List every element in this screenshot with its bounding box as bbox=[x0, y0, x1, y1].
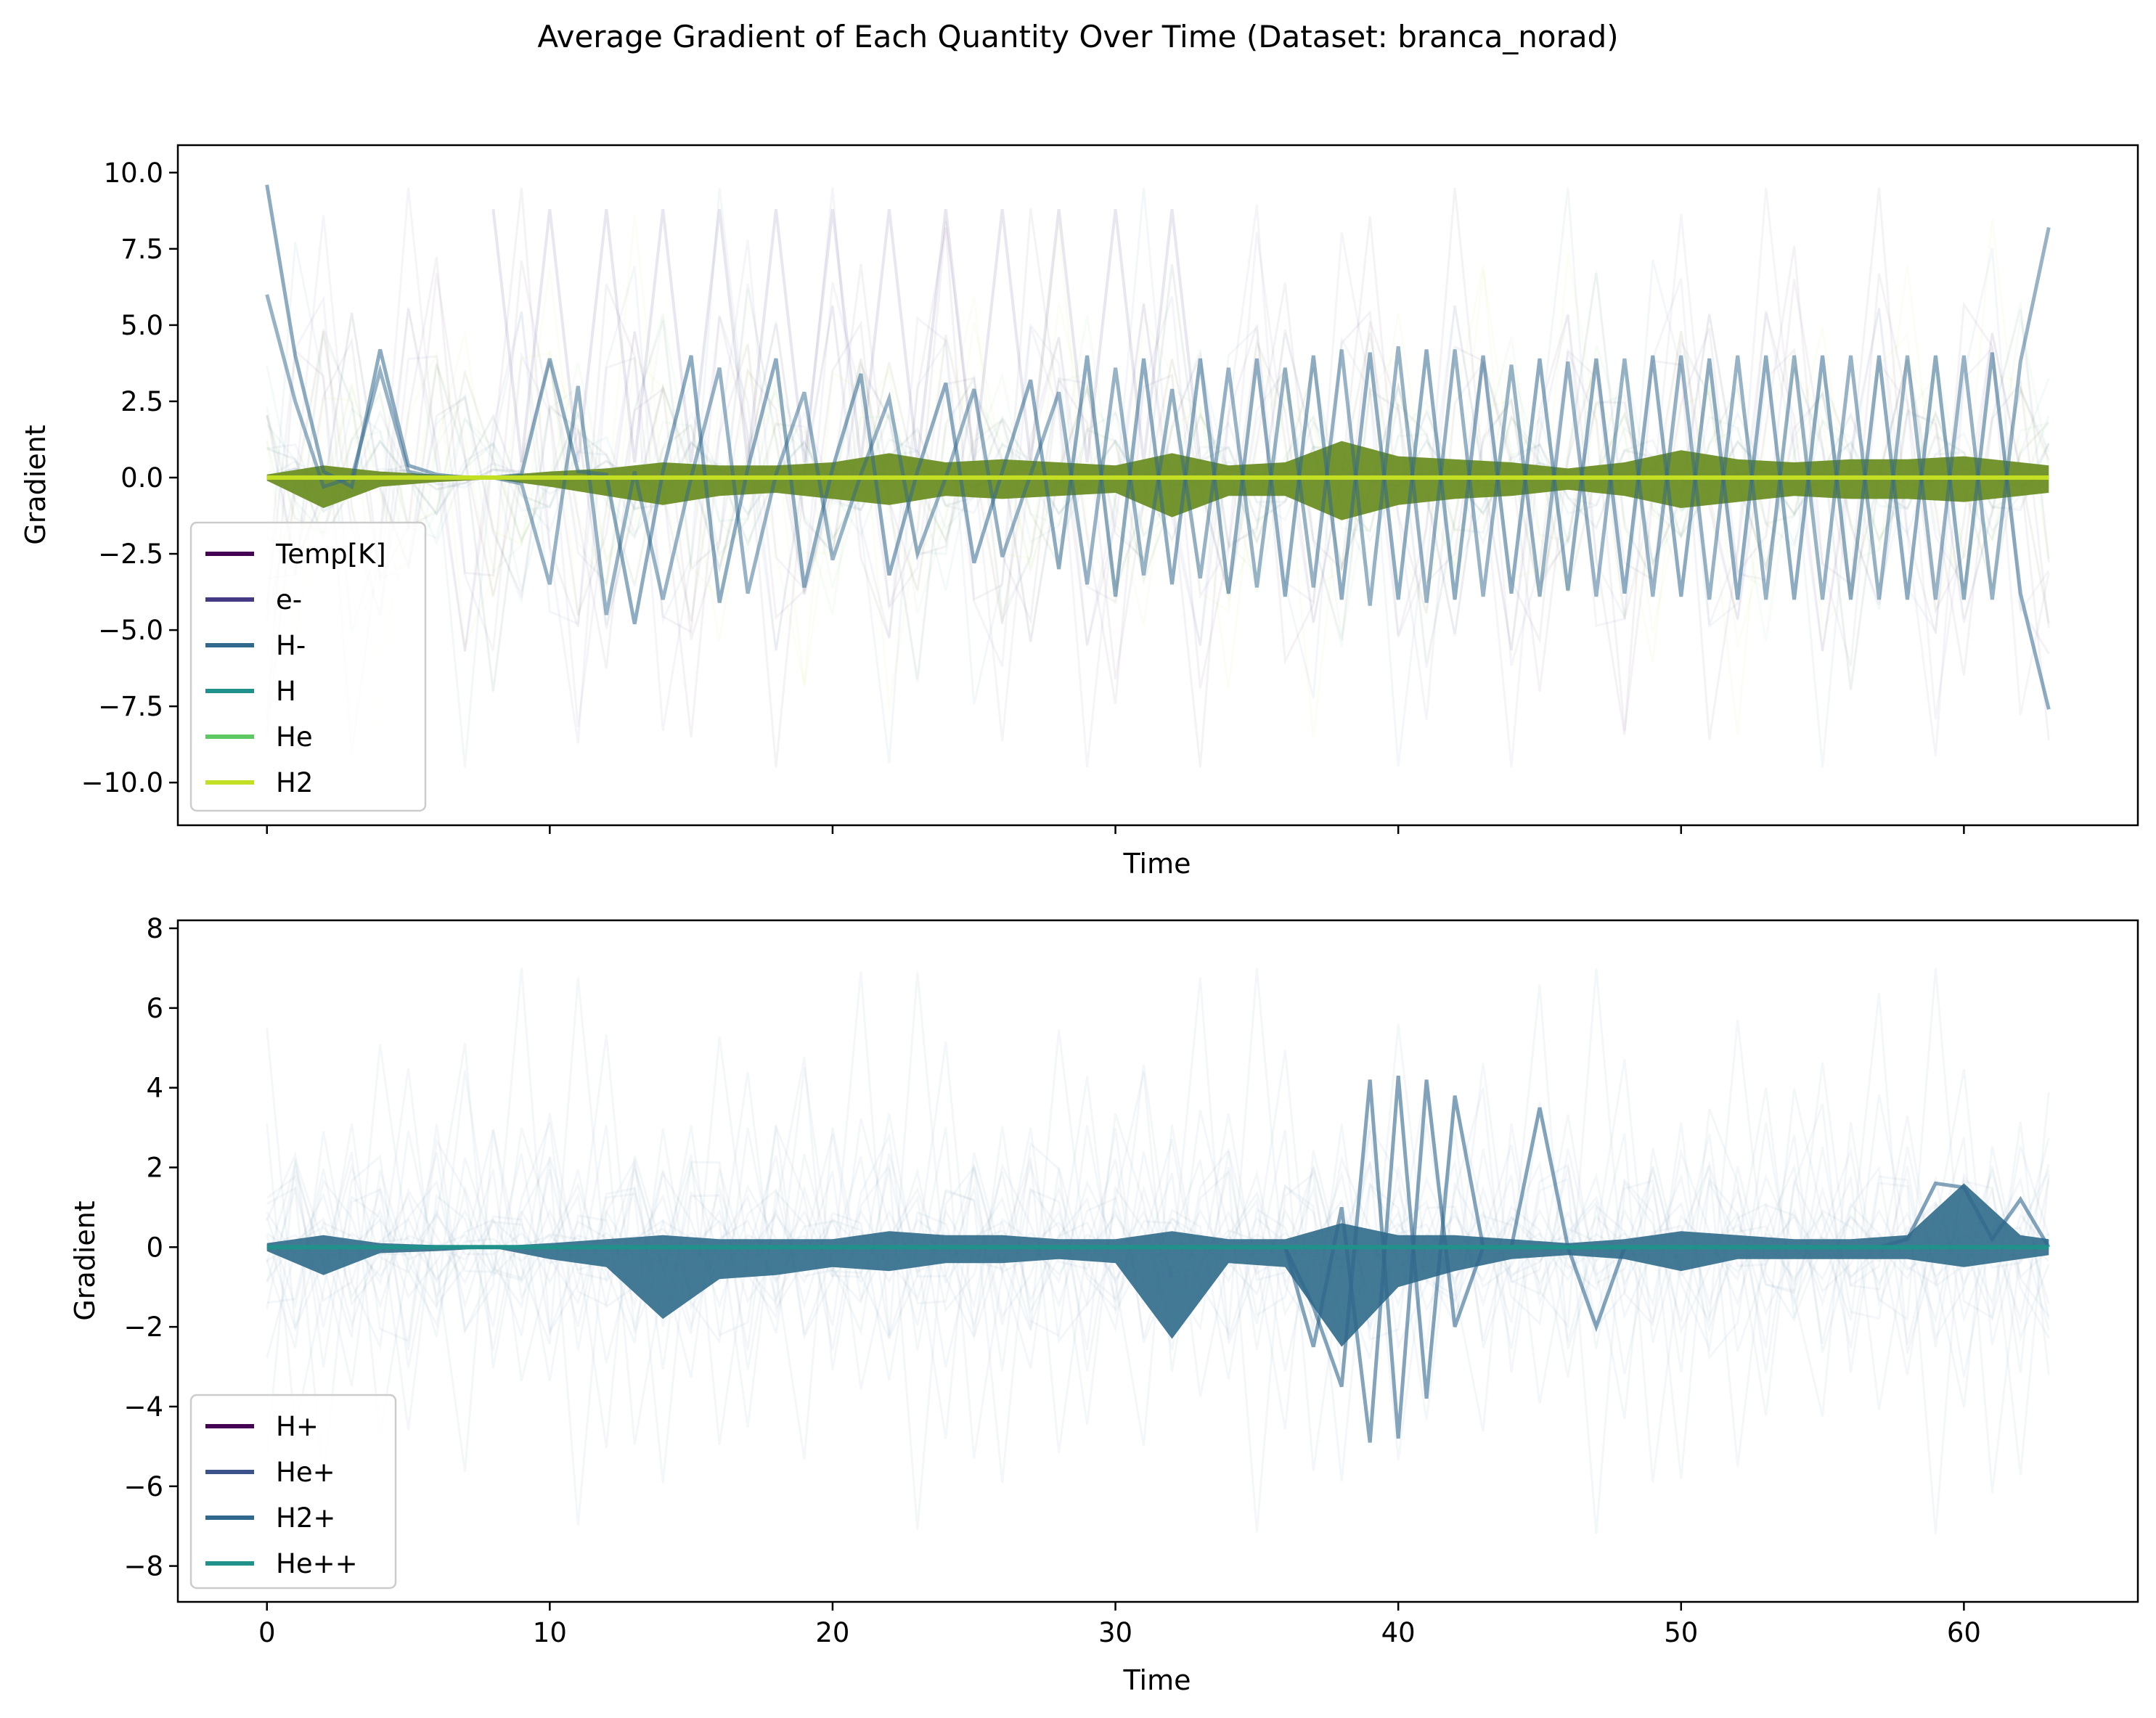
bottom-y-axis: 8 6 4 2 0 −2 −4 −6 −8 bbox=[123, 913, 178, 1582]
bottom-ytick-label: −4 bbox=[123, 1391, 163, 1423]
bottom-xtick-label: 30 bbox=[1098, 1617, 1132, 1648]
top-panel: 10.0 7.5 5.0 2.5 0.0 −2.5 −5.0 −7.5 −10.0 Time G… bbox=[20, 144, 2139, 880]
top-x-axis-label: Time bbox=[1123, 848, 1191, 880]
top-faint-trace bbox=[266, 187, 2050, 768]
top-ytick-label: 7.5 bbox=[121, 234, 163, 265]
top-legend-label-2: H- bbox=[276, 630, 306, 661]
top-ytick-label: 5.0 bbox=[121, 310, 163, 341]
top-faint-trace bbox=[266, 313, 2050, 642]
bottom-gradient-band bbox=[266, 1183, 2049, 1347]
top-faint-trace bbox=[266, 409, 2050, 547]
top-ytick-label: −10.0 bbox=[81, 767, 163, 798]
bottom-faint-trace bbox=[266, 1019, 2050, 1456]
bottom-xtick-label: 20 bbox=[815, 1617, 849, 1648]
bottom-ytick-label: 6 bbox=[146, 993, 163, 1024]
bottom-legend: H+ He+ H2+ He++ bbox=[189, 1394, 397, 1590]
bottom-ytick-label: 2 bbox=[146, 1152, 163, 1183]
top-faint-trace bbox=[266, 361, 2050, 593]
bottom-ytick-label: 0 bbox=[146, 1232, 163, 1263]
top-faint-trace bbox=[266, 216, 2050, 740]
bottom-plot-area bbox=[266, 968, 2051, 1534]
bottom-xtick-label: 60 bbox=[1947, 1617, 1981, 1648]
bottom-xtick-label: 10 bbox=[533, 1617, 567, 1648]
bottom-x-axis-label: Time bbox=[1123, 1664, 1191, 1696]
top-faint-trace bbox=[266, 187, 2050, 768]
top-y-axis: 10.0 7.5 5.0 2.5 0.0 −2.5 −5.0 −7.5 −10.0 bbox=[81, 158, 178, 798]
bottom-xtick-label: 0 bbox=[258, 1617, 276, 1648]
top-faint-trace bbox=[266, 263, 2050, 692]
bottom-ytick-label: −6 bbox=[123, 1471, 163, 1502]
bottom-ytick-label: 4 bbox=[146, 1073, 163, 1104]
top-legend-label-0: Temp[K] bbox=[275, 539, 386, 570]
bottom-ytick-label: 8 bbox=[146, 913, 163, 944]
top-faint-trace bbox=[491, 208, 1202, 463]
bottom-faint-trace bbox=[266, 1068, 2050, 1410]
figure-title: Average Gradient of Each Quantity Over T… bbox=[537, 19, 1618, 54]
top-ytick-label: 10.0 bbox=[104, 158, 163, 189]
top-faint-trace bbox=[266, 263, 2050, 692]
bottom-axes-frame bbox=[176, 919, 2139, 1603]
bottom-faint-trace bbox=[266, 1042, 2050, 1534]
bottom-ytick-label: −8 bbox=[123, 1551, 163, 1582]
top-faint-trace bbox=[266, 264, 2050, 690]
top-faint-trace bbox=[266, 409, 2050, 547]
top-legend-label-3: H bbox=[276, 676, 296, 707]
top-faint-trace bbox=[266, 264, 2050, 692]
top-ytick-label: −7.5 bbox=[98, 691, 163, 722]
top-legend: Temp[K] e- H- H He H2 bbox=[189, 521, 427, 812]
bottom-xtick-label: 50 bbox=[1664, 1617, 1698, 1648]
bottom-faint-trace bbox=[266, 1062, 2050, 1386]
bottom-x-axis: 0 10 20 30 40 50 60 bbox=[258, 1602, 1981, 1648]
bottom-legend-label-3: He++ bbox=[276, 1548, 358, 1579]
bottom-ytick-label: −2 bbox=[123, 1312, 163, 1343]
top-legend-label-4: He bbox=[276, 721, 313, 753]
bottom-legend-label-0: H+ bbox=[276, 1411, 319, 1442]
bottom-legend-label-1: He+ bbox=[276, 1457, 335, 1488]
bottom-legend-frame bbox=[189, 1394, 397, 1590]
top-legend-label-1: e- bbox=[276, 584, 302, 615]
top-faint-trace bbox=[266, 187, 2050, 768]
bottom-xtick-label: 40 bbox=[1381, 1617, 1416, 1648]
bottom-y-axis-label: Gradient bbox=[69, 1200, 101, 1320]
bottom-legend-label-2: H2+ bbox=[276, 1502, 335, 1534]
top-ytick-label: −5.0 bbox=[98, 615, 163, 646]
top-plot-area bbox=[265, 184, 2051, 768]
top-axes-frame bbox=[176, 144, 2139, 827]
top-ytick-label: 2.5 bbox=[121, 386, 163, 417]
bottom-spike-trace bbox=[1283, 1075, 1485, 1443]
top-faint-trace bbox=[266, 362, 2050, 593]
bottom-spike-trace bbox=[1878, 1181, 2051, 1249]
top-x-axis bbox=[266, 825, 1965, 834]
bottom-faint-trace bbox=[266, 1129, 2050, 1377]
bottom-faint-trace bbox=[266, 1182, 2050, 1334]
top-legend-label-5: H2 bbox=[276, 767, 313, 798]
top-ytick-label: 0.0 bbox=[121, 462, 163, 494]
top-ytick-label: −2.5 bbox=[98, 539, 163, 570]
top-y-axis-label: Gradient bbox=[20, 425, 52, 544]
